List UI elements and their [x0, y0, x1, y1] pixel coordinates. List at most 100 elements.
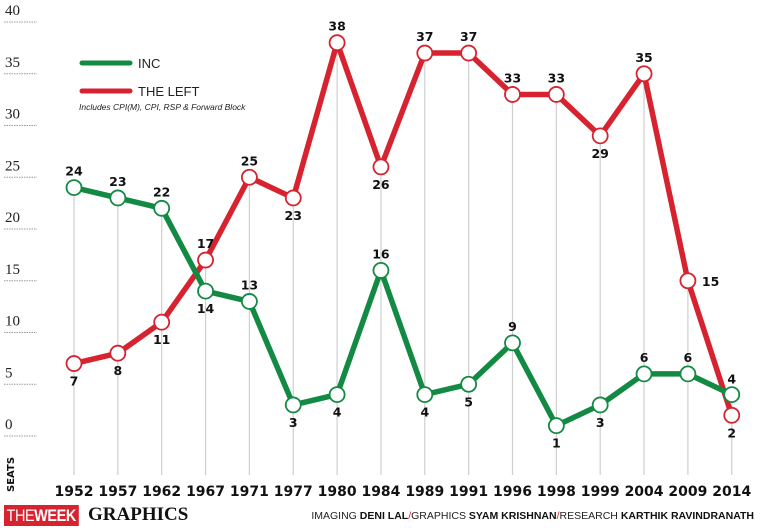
data-label-left: 11	[153, 332, 170, 347]
data-label-left: 37	[416, 29, 433, 44]
data-point-inc	[240, 293, 258, 310]
credit-separator: /	[408, 510, 412, 522]
x-tick-label: 1989	[405, 484, 444, 500]
x-tick-label: 2009	[668, 484, 707, 500]
legend: INC THE LEFT Includes CPI(M), CPI, RSP &…	[79, 56, 246, 112]
data-label-left: 7	[70, 374, 79, 389]
graphics-wordmark: GRAPHICS	[88, 504, 189, 525]
data-point-left	[547, 86, 565, 103]
data-point-left	[679, 272, 697, 290]
credits: IMAGING DENI LAL/GRAPHICS SYAM KRISHNAN/…	[311, 510, 754, 522]
data-label-inc: 5	[464, 394, 473, 409]
data-label-inc: 23	[109, 174, 126, 189]
x-tick-label: 1962	[142, 484, 181, 500]
credit-role: RESEARCH	[559, 510, 618, 522]
x-tick-label: 1980	[318, 484, 357, 500]
data-point-left	[591, 127, 609, 145]
data-label-left: 15	[702, 274, 719, 289]
data-point-inc	[723, 386, 741, 404]
data-point-left	[284, 189, 302, 207]
series-points	[65, 34, 741, 435]
data-point-inc	[197, 282, 214, 300]
data-label-inc: 22	[153, 184, 170, 199]
y-tick-label: 0	[5, 417, 13, 433]
x-tick-label: 2014	[712, 484, 751, 500]
data-point-left	[65, 355, 83, 372]
x-gridlines	[73, 42, 733, 475]
footer: THEWEEK GRAPHICS IMAGING DENI LAL/GRAPHI…	[0, 503, 760, 528]
x-tick-label: 1996	[493, 484, 532, 500]
x-tick-label: 1984	[361, 484, 400, 500]
x-tick-label: 1957	[98, 484, 137, 500]
data-label-left: 38	[328, 19, 345, 34]
data-point-left	[416, 44, 434, 62]
y-tick-label: 30	[5, 107, 20, 123]
x-tick-label: 1998	[537, 484, 576, 500]
data-point-left	[197, 251, 214, 269]
credit-role: GRAPHICS	[411, 510, 466, 522]
data-label-inc: 1	[552, 436, 561, 451]
series-line-left	[71, 39, 735, 419]
y-tick-label: 20	[5, 210, 20, 226]
credit-name: DENI LAL	[359, 510, 409, 522]
data-label-inc: 9	[508, 319, 517, 334]
data-label-inc: 6	[640, 350, 649, 365]
data-label-inc: 3	[289, 415, 298, 430]
data-point-left	[635, 65, 653, 83]
data-point-inc	[372, 261, 390, 279]
x-tick-label: 1991	[449, 484, 488, 500]
data-point-left	[372, 158, 390, 176]
data-point-left	[504, 86, 521, 103]
data-label-left: 37	[460, 29, 477, 44]
data-point-inc	[547, 417, 565, 435]
data-label-left: 2	[727, 425, 736, 440]
data-label-inc: 3	[596, 415, 605, 430]
data-label-left: 25	[241, 153, 258, 168]
data-point-inc	[416, 386, 434, 404]
data-point-left	[328, 34, 346, 52]
series-line-inc	[71, 184, 735, 429]
data-label-left: 35	[635, 50, 652, 65]
credit-name: SYAM KRISHNAN	[468, 510, 557, 522]
data-point-inc	[328, 386, 346, 404]
data-label-inc: 4	[420, 405, 429, 420]
x-tick-label: 1977	[274, 484, 313, 500]
y-tick-label: 40	[5, 3, 20, 19]
data-point-inc	[591, 396, 609, 414]
data-point-inc	[153, 199, 171, 217]
data-point-inc	[284, 396, 302, 414]
data-label-left: 33	[548, 70, 565, 85]
x-tick-label: 1971	[230, 484, 269, 500]
x-tick-label: 1952	[55, 484, 94, 500]
logo-the: THE	[6, 506, 35, 525]
data-label-left: 33	[504, 70, 521, 85]
data-label-inc: 14	[197, 301, 215, 316]
data-label-left: 26	[372, 177, 390, 192]
x-tick-label: 1967	[186, 484, 225, 500]
data-point-left	[240, 168, 258, 186]
data-point-inc	[635, 365, 653, 383]
data-label-inc: 16	[372, 246, 390, 261]
data-label-inc: 4	[333, 405, 342, 420]
data-label-left: 29	[591, 146, 608, 161]
data-point-inc	[504, 334, 521, 352]
data-label-inc: 6	[684, 350, 693, 365]
y-tick-label: 25	[5, 158, 20, 174]
series-lines	[71, 39, 735, 429]
data-point-left	[153, 313, 171, 331]
data-point-left	[460, 44, 478, 62]
data-point-inc	[109, 189, 127, 207]
credit-separator: /	[556, 510, 560, 522]
y-axis: 0 5 10 15 20 25 30 35 40	[4, 3, 37, 437]
data-point-left	[109, 344, 127, 362]
y-tick-label: 5	[5, 365, 13, 381]
data-label-inc: 24	[65, 164, 83, 179]
data-point-inc	[65, 179, 83, 197]
y-tick-label: 10	[5, 314, 20, 330]
data-label-inc: 13	[241, 277, 258, 292]
y-tick-label: 15	[5, 262, 20, 278]
data-label-left: 17	[197, 236, 214, 251]
y-tick-label: 35	[5, 55, 20, 71]
